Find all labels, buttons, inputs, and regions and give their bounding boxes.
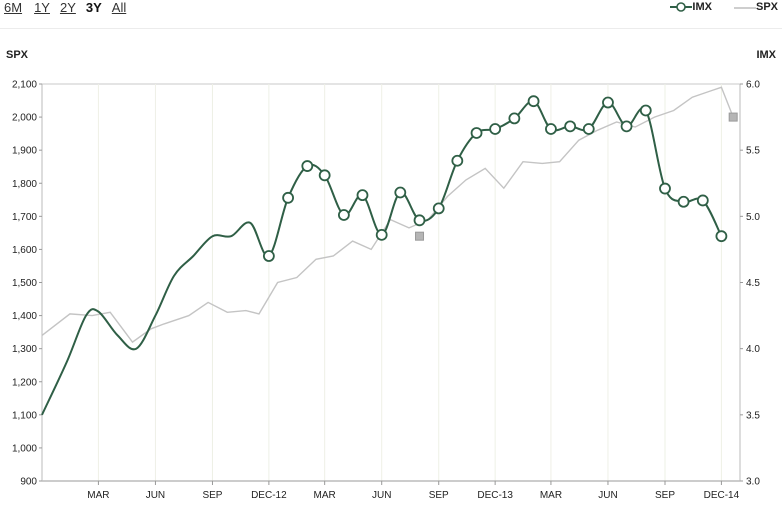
range-2y[interactable]: 2Y [59, 0, 76, 15]
left-tick-label: 2,000 [12, 113, 37, 124]
header-divider [0, 28, 782, 29]
imx-point [356, 189, 369, 202]
imx-point [413, 214, 426, 227]
right-tick-label: 3.0 [746, 477, 760, 488]
x-tick-label: MAR [87, 490, 109, 501]
imx-point [375, 228, 388, 241]
left-tick-label: 1,100 [12, 410, 37, 421]
imx-point [582, 123, 595, 135]
right-tick-label: 4.5 [746, 278, 760, 289]
imx-point [470, 127, 483, 139]
left-tick-label: 1,600 [12, 245, 37, 256]
imx-point [489, 123, 502, 135]
x-tick-label: JUN [372, 490, 391, 501]
x-tick-label: MAR [314, 490, 336, 501]
imx-point [659, 182, 671, 195]
imx-point [432, 202, 445, 215]
imx-point [527, 95, 540, 108]
imx-point [451, 154, 464, 167]
imx-point [620, 120, 633, 133]
x-tick-label: MAR [540, 490, 562, 501]
legend-swatch-spx [733, 7, 756, 9]
left-tick-label: 1,000 [12, 443, 37, 454]
range-1y[interactable]: 1Y [34, 0, 50, 15]
left-axis-title: SPX [6, 49, 29, 61]
spx-marker [415, 231, 425, 241]
imx-point [639, 104, 652, 117]
imx-point [318, 169, 331, 182]
imx-point [564, 120, 577, 133]
x-tick-label: SEP [429, 490, 449, 501]
imx-point [715, 230, 728, 243]
right-axis-title: IMX [756, 49, 776, 61]
legend-swatch-imx [670, 2, 693, 12]
x-tick-label: DEC-14 [704, 490, 740, 501]
imx-point [282, 191, 294, 204]
right-tick-label: 5.5 [746, 146, 760, 157]
right-tick-label: 3.5 [746, 410, 760, 421]
right-tick-label: 5.0 [746, 212, 760, 223]
x-tick-label: DEC-12 [251, 490, 287, 501]
plot-area [42, 84, 740, 481]
left-tick-label: 1,800 [12, 179, 37, 190]
left-tick-label: 1,900 [12, 146, 37, 157]
imx-point [545, 123, 557, 135]
imx-point [301, 160, 314, 172]
right-tick-label: 6.0 [746, 80, 760, 91]
imx-point [394, 186, 407, 199]
x-tick-label: JUN [146, 490, 165, 501]
left-tick-label: 1,200 [12, 377, 37, 388]
imx-point [696, 194, 709, 207]
legend: IMX SPX [670, 0, 778, 14]
imx-point [602, 96, 614, 109]
imx-point [677, 195, 690, 208]
left-tick-label: 2,100 [12, 80, 37, 91]
range-3y[interactable]: 3Y [85, 0, 102, 15]
legend-item-spx[interactable]: SPX [733, 1, 778, 13]
left-tick-label: 1,500 [12, 278, 37, 289]
imx-point [262, 250, 275, 262]
range-selector: 6M 1Y 2Y 3Y All [4, 0, 126, 18]
legend-label: SPX [755, 1, 778, 13]
left-tick-label: 1,300 [12, 344, 37, 355]
x-tick-label: JUN [598, 490, 617, 501]
x-tick-label: DEC-13 [477, 490, 513, 501]
legend-item-imx[interactable]: IMX [670, 1, 712, 13]
left-tick-label: 1,400 [12, 311, 37, 322]
right-tick-label: 4.0 [746, 344, 760, 355]
range-all[interactable]: All [111, 0, 127, 15]
x-tick-label: SEP [202, 490, 222, 501]
left-tick-label: 900 [20, 477, 37, 488]
range-6m[interactable]: 6M [4, 0, 23, 15]
left-tick-label: 1,700 [12, 212, 37, 223]
imx-point [508, 112, 521, 125]
x-tick-label: SEP [655, 490, 675, 501]
legend-label: IMX [692, 1, 712, 13]
imx-point [337, 209, 350, 221]
spx-marker [728, 112, 738, 122]
